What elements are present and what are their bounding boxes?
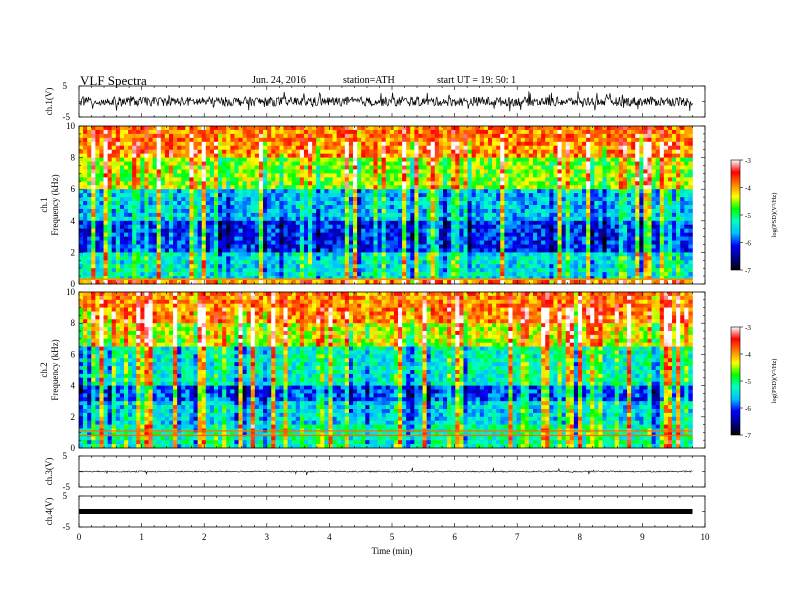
colorbar-tick-label: -7 [745,432,751,440]
colorbar [730,326,741,436]
x-axis-label: Time (min) [372,546,413,556]
y-axis-label: Frequency (kHz) [50,339,60,400]
station-label: station=ATH [343,75,395,86]
x-tick-label: 10 [701,532,711,542]
y-axis-label: ch.1 [39,197,49,212]
colorbar-tick-label: -7 [745,267,751,275]
y-tick-label: 6 [71,349,76,359]
colorbar-label: log(PSD)(V²/Hz) [771,359,778,404]
y-tick-label: -5 [63,522,71,532]
colorbar-tick-label: -5 [745,378,751,386]
colorbar-tick-label: -3 [745,157,751,165]
y-axis-label: ch.4(V) [44,498,54,526]
x-tick-label: 0 [77,532,82,542]
y-tick-label: 10 [66,121,76,131]
x-tick-label: 2 [202,532,207,542]
colorbar-tick-label: -6 [745,405,751,413]
ch2-spectrogram [79,292,693,449]
x-tick-label: 3 [265,532,270,542]
x-tick-label: 6 [452,532,457,542]
y-tick-label: -5 [63,482,71,492]
y-tick-label: -5 [63,112,71,122]
y-tick-label: 10 [66,287,76,297]
colorbar-tick-label: -4 [745,351,751,359]
x-tick-label: 4 [327,532,332,542]
y-tick-label: 0 [71,279,76,289]
y-tick-label: 4 [71,216,76,226]
ch1-spectrogram [79,126,693,285]
x-tick-label: 8 [578,532,583,542]
colorbar [730,159,741,271]
ch4-waveform [79,509,693,514]
y-axis-label: Frequency (kHz) [50,174,60,235]
colorbar-tick-label: -4 [745,185,751,193]
ch1-waveform [78,91,693,112]
y-tick-label: 4 [71,381,76,391]
start-time-label: start UT = 19: 50: 1 [437,75,517,86]
x-tick-label: 5 [390,532,395,542]
y-axis-label: ch.1(V) [44,88,54,116]
date-label: Jun. 24, 2016 [252,75,306,86]
y-tick-label: 2 [71,247,76,257]
y-tick-label: 8 [71,153,76,163]
y-axis-label: ch.2 [39,362,49,377]
y-tick-label: 8 [71,318,76,328]
y-tick-label: 5 [63,81,68,91]
colorbar-tick-label: -6 [745,240,751,248]
y-tick-label: 6 [71,184,76,194]
x-tick-label: 9 [640,532,645,542]
x-tick-label: 7 [515,532,520,542]
y-tick-label: 2 [71,412,76,422]
colorbar-tick-label: -3 [745,324,751,332]
figure-title: VLF Spectra [80,73,147,88]
y-tick-label: 0 [71,443,76,453]
y-tick-label: 5 [63,491,68,501]
ch3-waveform [78,467,693,476]
colorbar-tick-label: -5 [745,212,751,220]
y-axis-label: ch.3(V) [44,458,54,486]
y-tick-label: 5 [63,451,68,461]
x-tick-label: 1 [139,532,144,542]
colorbar-label: log(PSD)(V²/Hz) [771,193,778,238]
